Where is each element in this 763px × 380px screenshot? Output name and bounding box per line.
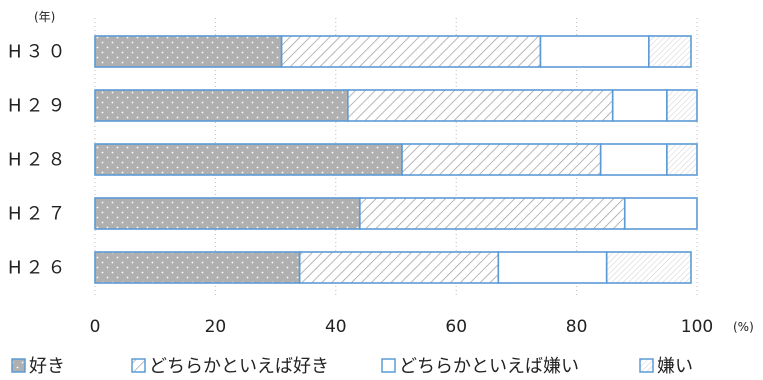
x-tick-label: 80	[566, 317, 588, 337]
category-label: H２８	[8, 150, 70, 171]
legend-swatch-1	[131, 358, 146, 373]
legend: 好き どちらかといえば好き どちらかといえば嫌い 嫌い	[11, 356, 693, 377]
bar-2-series-1	[401, 143, 602, 176]
x-tick-labels: 0 20 40 60 80 100	[90, 317, 714, 337]
bar-2-series-2	[599, 143, 668, 176]
x-tick-label: 0	[90, 317, 101, 337]
legend-swatch-2	[381, 358, 396, 373]
bar-3-series-2	[623, 197, 698, 230]
bar-0-series-3	[648, 35, 692, 68]
legend-label-1: どちらかといえば好き	[149, 356, 329, 377]
bar-3-series-1	[359, 197, 626, 230]
bar-1-series-2	[611, 89, 668, 122]
x-tick-label: 60	[445, 317, 467, 337]
x-tick-label: 40	[325, 317, 347, 337]
bar-2-series-0	[94, 143, 403, 176]
bar-1-series-1	[347, 89, 614, 122]
legend-label-0: 好き	[29, 356, 65, 377]
bar-1-series-3	[666, 89, 698, 122]
category-label: H２７	[8, 204, 70, 225]
bar-0-series-0	[94, 35, 283, 68]
bar-0-series-1	[280, 35, 542, 68]
x-unit-label: (%)	[733, 320, 754, 334]
legend-label-3: 嫌い	[657, 356, 693, 377]
bar-2-series-3	[666, 143, 698, 176]
legend-swatch-3	[639, 358, 654, 373]
bar-1-series-0	[94, 89, 349, 122]
category-label: H３０	[8, 42, 70, 63]
bar-4-series-2	[497, 251, 608, 284]
bar-4-series-0	[94, 251, 301, 284]
category-label: H２６	[8, 258, 70, 279]
x-tick-label: 20	[205, 317, 227, 337]
category-labels: H３０ H２９ H２８ H２７ H２６	[8, 42, 70, 279]
bars	[94, 35, 698, 284]
y-unit-label: (年)	[34, 10, 55, 24]
category-label: H２９	[8, 96, 70, 117]
bar-4-series-3	[605, 251, 692, 284]
bar-4-series-1	[298, 251, 500, 284]
legend-swatch-0	[11, 358, 26, 373]
bar-3-series-0	[94, 197, 361, 230]
bar-0-series-2	[539, 35, 650, 68]
legend-label-2: どちらかといえば嫌い	[399, 356, 579, 377]
x-tick-label: 100	[681, 317, 713, 337]
